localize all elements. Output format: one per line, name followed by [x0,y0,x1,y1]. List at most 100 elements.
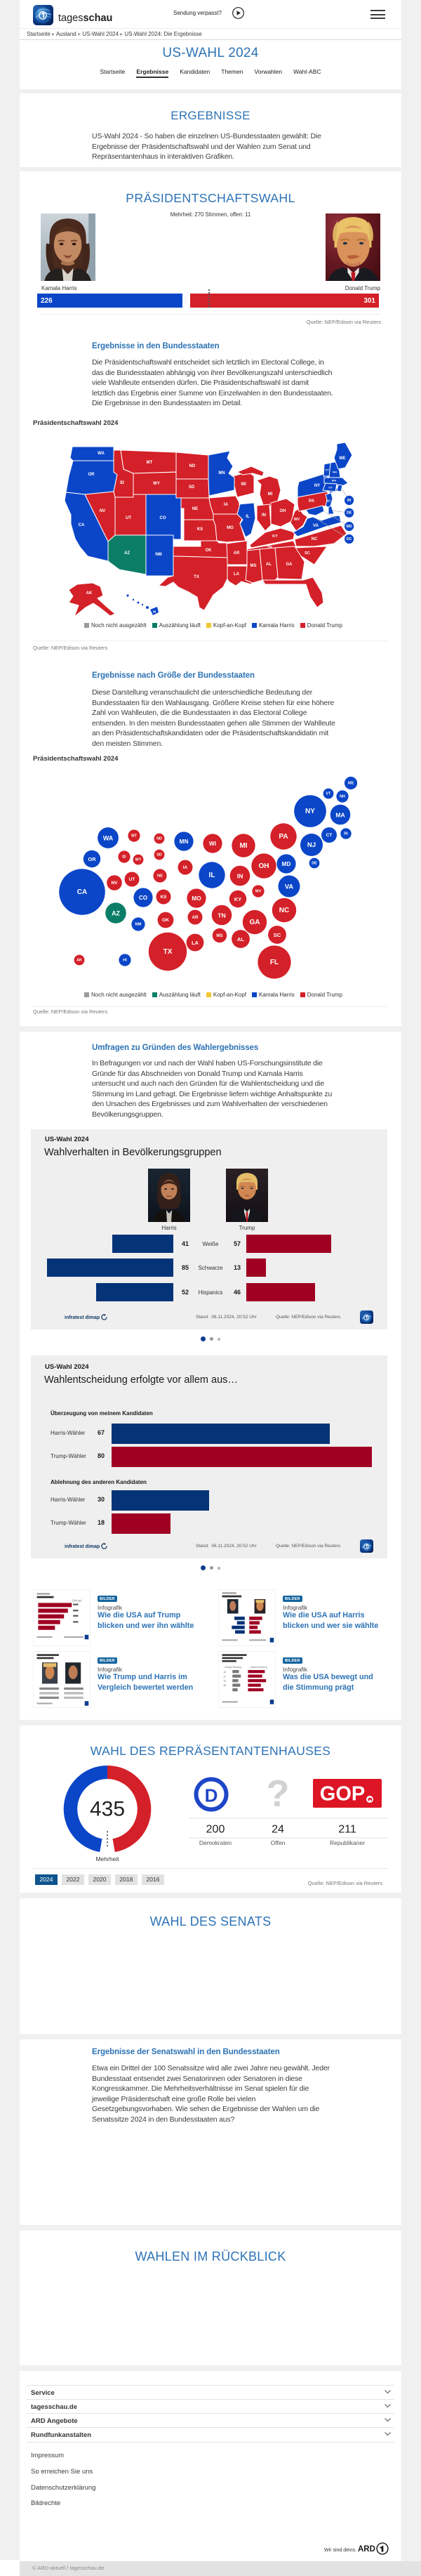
svg-text:TN: TN [218,912,225,919]
svg-text:WI: WI [241,482,246,487]
svg-text:KS: KS [161,895,167,900]
svg-text:VA: VA [285,883,294,891]
svg-text:NV: NV [111,881,118,886]
svg-text:OH: OH [259,862,269,870]
svg-text:UT: UT [126,516,131,520]
svg-text:NE: NE [192,507,198,511]
svg-text:MA: MA [332,479,336,482]
svg-text:WI: WI [209,841,216,847]
svg-text:TX: TX [163,948,173,956]
svg-text:IA: IA [183,865,188,870]
svg-text:AL: AL [237,936,245,942]
svg-text:MD: MD [282,861,291,867]
svg-text:AR: AR [234,551,240,556]
svg-text:CT: CT [328,486,333,489]
svg-text:GOP: GOP [320,1783,365,1806]
svg-text:ID: ID [122,855,126,860]
svg-text:MS: MS [216,933,222,938]
svg-text:17: 17 [223,1675,226,1678]
svg-text:DE: DE [347,511,352,515]
svg-text:NY: NY [305,808,315,815]
svg-text:D: D [205,1785,218,1806]
svg-text:CO: CO [160,516,166,520]
svg-text:16: 16 [223,1684,226,1687]
svg-text:richtige Richtung: richtige Richtung [225,1666,241,1669]
svg-text:MN: MN [218,471,225,475]
svg-text:AR: AR [192,915,199,920]
svg-text:14: 14 [223,1671,226,1674]
svg-text:CT: CT [326,833,333,838]
svg-text:12: 12 [223,1680,226,1683]
svg-text:TX: TX [194,575,199,579]
svg-text:falsche Richtung: falsche Richtung [250,1666,267,1669]
svg-text:Demokraten: Demokraten [199,1839,232,1846]
svg-text:Sehr gut: Sehr gut [72,1598,82,1602]
svg-text:LA: LA [192,940,199,946]
svg-text:NC: NC [312,537,318,541]
svg-text:MS: MS [250,564,257,568]
svg-text:KS: KS [197,527,203,532]
svg-text:ME: ME [340,456,346,461]
svg-text:435: 435 [90,1798,125,1821]
svg-text:MO: MO [192,895,201,902]
svg-text:NH: NH [340,795,345,799]
svg-text:WA: WA [103,835,114,842]
svg-text:CA: CA [79,523,85,527]
svg-text:?: ? [267,1773,290,1815]
svg-text:MN: MN [180,839,189,845]
svg-text:WA: WA [98,452,105,456]
svg-text:24: 24 [272,1824,284,1836]
svg-text:HI: HI [123,959,127,963]
svg-text:AZ: AZ [124,551,130,556]
svg-text:211: 211 [338,1824,356,1836]
svg-text:MT: MT [147,461,153,465]
svg-text:MD: MD [347,525,352,529]
svg-text:WV: WV [255,890,262,894]
svg-text:AK: AK [76,959,82,963]
svg-text:OH: OH [280,509,286,513]
svg-text:GA: GA [250,919,260,926]
svg-text:DE: DE [312,862,317,866]
svg-text:CO: CO [139,895,148,901]
svg-text:OK: OK [162,918,169,923]
svg-text:OK: OK [206,548,213,553]
svg-text:ND: ND [189,464,196,468]
svg-text:IA: IA [224,503,229,507]
svg-text:AL: AL [266,563,272,567]
svg-text:OR: OR [88,856,97,862]
svg-text:UT: UT [129,877,135,882]
svg-text:VT: VT [325,468,329,472]
svg-text:NC: NC [279,907,289,914]
svg-text:LA: LA [234,572,240,577]
svg-text:ND: ND [156,837,162,841]
svg-text:KY: KY [272,534,278,539]
svg-text:ID: ID [120,481,125,485]
svg-text:IN: IN [262,513,266,518]
svg-text:TN: TN [267,546,272,550]
svg-text:PA: PA [309,499,315,504]
svg-text:SC: SC [274,932,281,938]
svg-text:NY: NY [314,484,320,488]
svg-text:NV: NV [100,509,105,513]
svg-text:SD: SD [189,485,195,489]
svg-text:NH: NH [333,471,337,474]
svg-text:ME: ME [348,782,354,786]
svg-text:RI: RI [347,499,352,503]
svg-text:WV: WV [294,518,300,522]
svg-text:NJ: NJ [326,499,330,503]
svg-text:WY: WY [153,482,160,486]
svg-text:FL: FL [305,596,311,600]
svg-text:PA: PA [279,833,288,841]
svg-text:VT: VT [326,792,332,796]
svg-text:DC: DC [347,537,352,541]
svg-text:AZ: AZ [112,910,120,917]
svg-text:NM: NM [135,923,141,927]
svg-text:MA: MA [335,812,345,819]
svg-text:IN: IN [237,873,243,880]
svg-text:GA: GA [286,563,293,567]
svg-text:MT: MT [131,834,137,839]
svg-text:RI: RI [344,832,348,836]
svg-text:SD: SD [156,853,162,857]
svg-text:NJ: NJ [307,841,316,849]
svg-text:Republikaner: Republikaner [330,1839,365,1846]
